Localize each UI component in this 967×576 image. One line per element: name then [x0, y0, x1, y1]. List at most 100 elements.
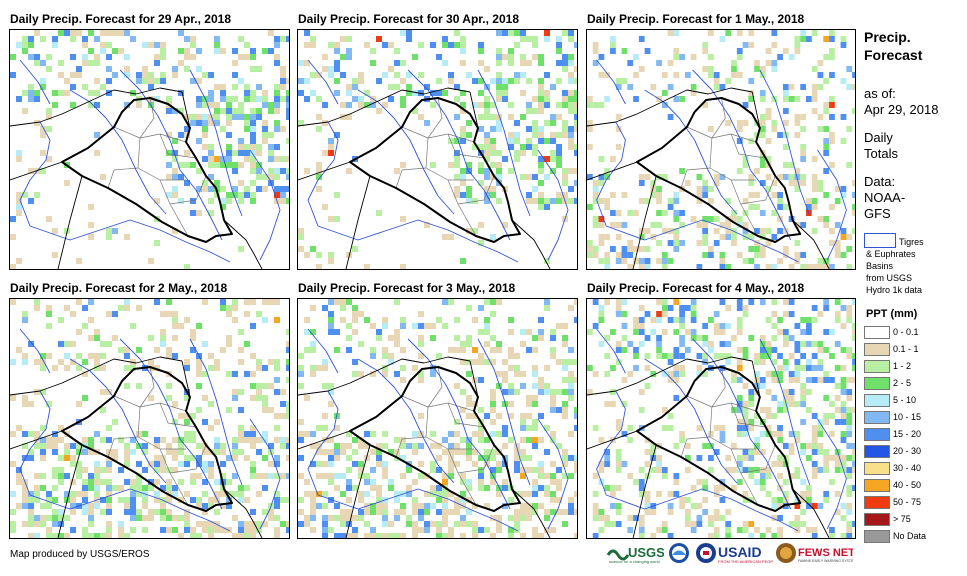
province-boundary: [711, 97, 726, 139]
legend-swatch: [864, 445, 890, 458]
province-boundary: [686, 395, 757, 412]
legend-label: 30 - 40: [893, 463, 922, 473]
basin-outline: [307, 328, 339, 374]
basin-outline: [119, 338, 223, 510]
legend-swatch: [864, 496, 890, 509]
province-boundary: [740, 203, 759, 237]
svg-text:science for a changing world: science for a changing world: [609, 559, 660, 564]
precip-field: [10, 30, 289, 269]
province-boundary: [139, 97, 155, 139]
country-border: [751, 91, 761, 129]
country-border: [181, 360, 191, 398]
basin-outline: [119, 69, 223, 241]
province-boundary: [730, 444, 776, 474]
svg-text:USGS: USGS: [628, 545, 664, 560]
province-boundary: [401, 395, 475, 412]
basin-outline: [596, 121, 799, 263]
country-border: [181, 91, 191, 129]
province-boundary: [107, 436, 139, 458]
daily-line2: Totals: [864, 146, 898, 161]
country-border: [345, 175, 371, 269]
basin-outline: [69, 358, 167, 484]
province-boundary: [457, 472, 477, 506]
iraq-border: [61, 366, 233, 512]
country-border: [298, 161, 351, 181]
province-boundary: [686, 126, 757, 143]
data-source-line3: GFS: [864, 206, 891, 221]
legend-label: 50 - 75: [893, 497, 922, 507]
asof-date: Apr 29, 2018: [864, 102, 939, 117]
map-panel-30-apr: [297, 29, 578, 270]
province-boundary: [447, 175, 495, 205]
asof-label: as of:: [864, 86, 896, 101]
panel-title-29-apr: Daily Precip. Forecast for 29 Apr., 2018: [10, 12, 231, 26]
map-panel-1-may: [586, 29, 856, 270]
iraq-border: [349, 97, 521, 243]
legend-label: 15 - 20: [893, 429, 922, 439]
basin-outline: [19, 390, 231, 532]
precip-field: [298, 30, 577, 269]
basin-legend-line5: Hydro 1k data: [866, 285, 923, 295]
country-border: [587, 430, 638, 450]
country-border: [298, 430, 351, 450]
legend-label: 10 - 15: [893, 412, 922, 422]
province-boundary: [447, 402, 485, 428]
country-border: [223, 488, 263, 538]
legend-swatch: [864, 513, 890, 526]
province-boundary: [137, 406, 186, 450]
legend-label: 1 - 2: [893, 361, 912, 371]
iraq-border: [635, 366, 802, 512]
province-boundary: [447, 133, 485, 159]
province-boundary: [159, 444, 207, 474]
precip-field: [10, 299, 289, 538]
noaa-logo: [668, 541, 690, 565]
svg-text:FROM THE AMERICAN PEOPLE: FROM THE AMERICAN PEOPLE: [718, 559, 773, 564]
precip-field: [298, 299, 577, 538]
country-border: [792, 219, 830, 269]
basin-legend-line4: from USGS: [866, 273, 913, 283]
province-boundary: [709, 137, 757, 181]
map-panel-4-may: [586, 298, 856, 539]
legend-label: 20 - 30: [893, 446, 922, 456]
province-boundary: [427, 366, 443, 408]
province-boundary: [169, 472, 189, 506]
basin-outline-swatch: [864, 233, 896, 248]
panel-title-30-apr: Daily Precip. Forecast for 30 Apr., 2018: [298, 12, 519, 26]
legend-swatch: [864, 462, 890, 475]
province-boundary: [113, 126, 187, 143]
basin-outline: [307, 390, 519, 532]
country-border: [587, 87, 753, 127]
panel-title-2-may: Daily Precip. Forecast for 2 May., 2018: [10, 281, 228, 295]
basin-outline: [189, 338, 243, 486]
panel-title-4-may: Daily Precip. Forecast for 4 May., 2018: [587, 281, 805, 295]
svg-text:FEWS NET: FEWS NET: [798, 547, 853, 559]
legend-label: > 75: [893, 514, 911, 524]
basin-outline: [19, 59, 51, 105]
map-credit: Map produced by USGS/EROS: [10, 549, 150, 560]
sidebar-title-line2: Forecast: [864, 47, 923, 63]
legend-swatch: [864, 360, 890, 373]
basin-outline: [596, 59, 626, 105]
precip-field: [587, 30, 855, 269]
country-border: [632, 444, 657, 538]
country-border: [10, 356, 183, 396]
basin-outline: [307, 121, 519, 263]
province-boundary: [730, 175, 776, 205]
fews-net-logo: FEWS NET FAMINE EARLY WARNING SYSTEMS NE…: [775, 541, 853, 565]
basin-outline: [69, 89, 167, 215]
basin-legend-line2: & Euphrates: [866, 249, 916, 259]
basin-outline: [692, 69, 792, 241]
usaid-logo: USAID FROM THE AMERICAN PEOPLE: [695, 541, 773, 565]
daily-line1: Daily: [864, 130, 893, 145]
basin-outline: [19, 121, 231, 263]
province-boundary: [680, 167, 710, 189]
basin-outline: [357, 358, 455, 484]
country-border: [298, 87, 471, 127]
legend-swatch: [864, 479, 890, 492]
iraq-border: [61, 97, 233, 243]
basin-outline: [249, 418, 281, 530]
legend-label: 0 - 0.1: [893, 327, 919, 337]
province-boundary: [159, 133, 197, 159]
basin-outline: [19, 328, 51, 374]
basin-outline: [644, 358, 738, 484]
